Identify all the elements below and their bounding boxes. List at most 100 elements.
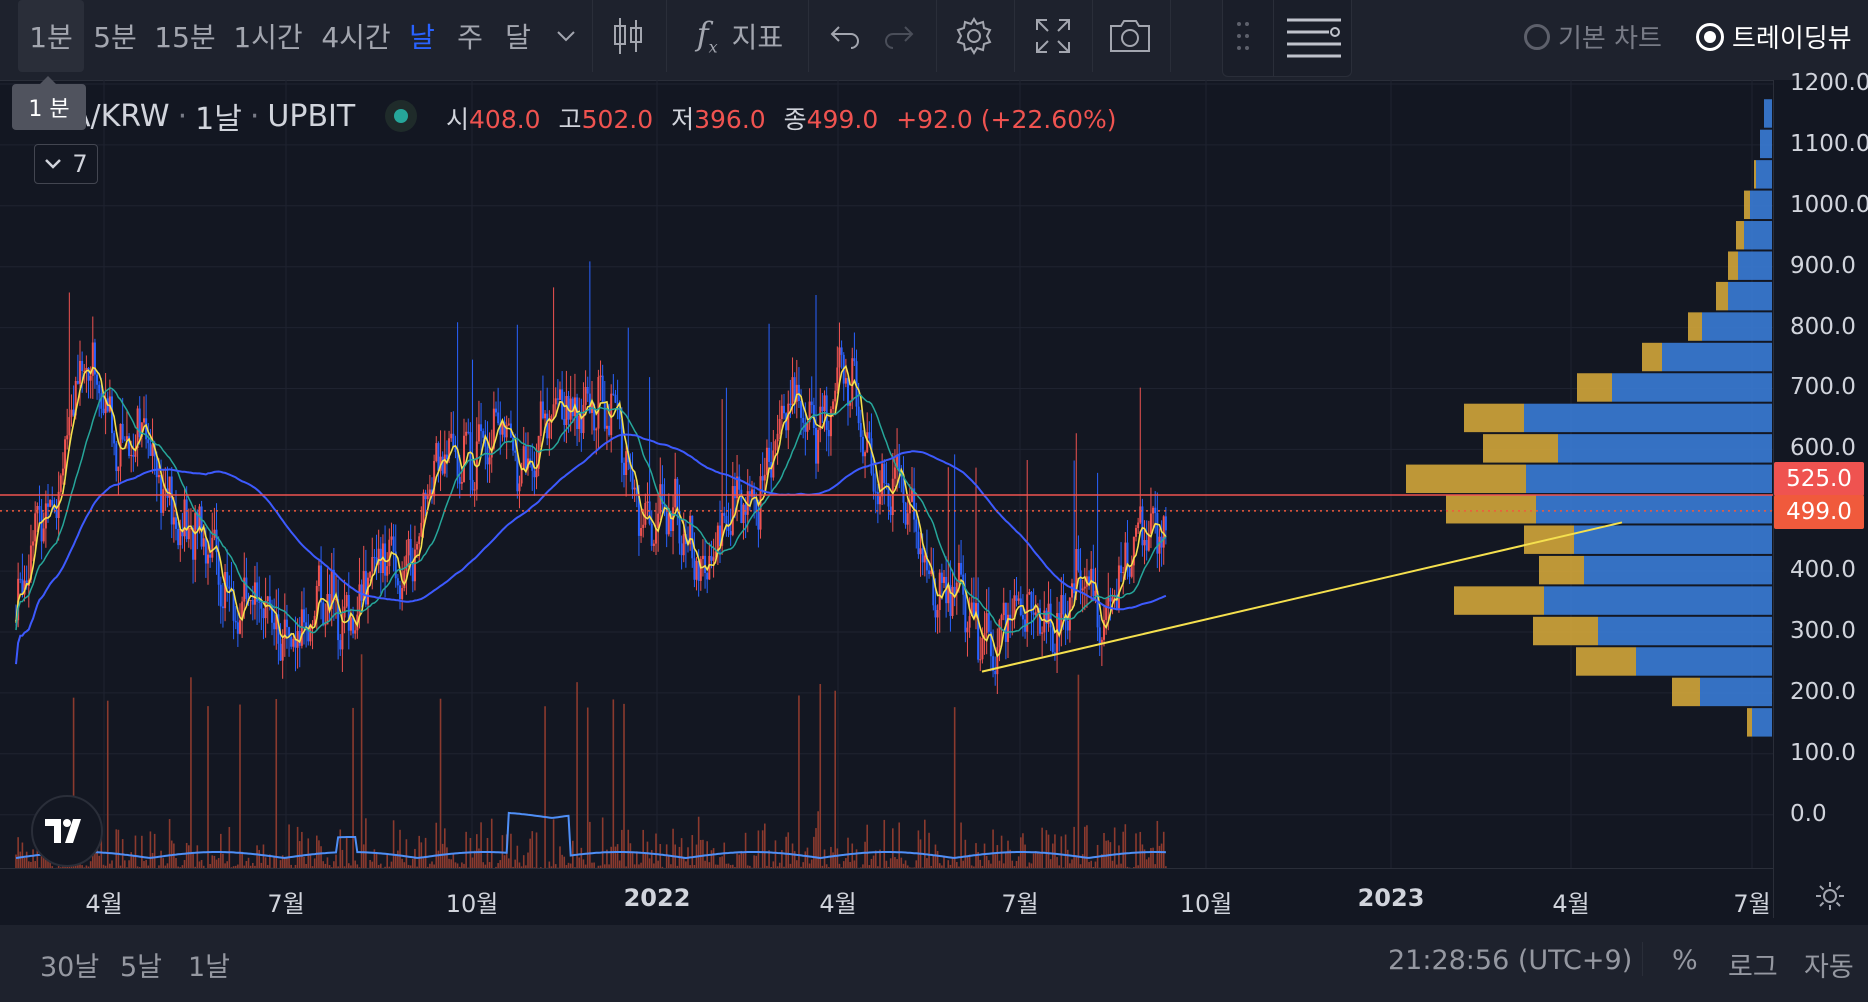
volume-bar — [439, 698, 442, 868]
interval-1h[interactable]: 1시간 — [233, 21, 303, 54]
candle-body — [765, 447, 768, 475]
volume-bar — [34, 861, 36, 868]
volume-bar — [926, 858, 928, 868]
volume-bar — [345, 836, 348, 868]
candle-body — [288, 627, 291, 637]
price-axis-label: 1100.0 — [1790, 130, 1868, 157]
volume-bar — [1111, 860, 1114, 868]
interval-4h[interactable]: 4시간 — [321, 21, 391, 54]
volume-bar — [1160, 843, 1163, 868]
symbol-name[interactable]: A/KRW — [70, 98, 170, 134]
candle-body — [72, 409, 75, 416]
undo-icon[interactable] — [820, 0, 870, 72]
candle-body — [1130, 565, 1133, 577]
clock-timezone[interactable]: 21:28:56 (UTC+9) — [1388, 945, 1633, 976]
range-1d-button[interactable]: 1날 — [188, 952, 231, 983]
interval-week[interactable]: 주 — [457, 21, 483, 54]
volume-bar — [1120, 863, 1122, 868]
candle-body — [1007, 614, 1009, 642]
drag-handle-icon[interactable] — [1235, 18, 1251, 58]
fullscreen-icon[interactable] — [1022, 0, 1084, 72]
volume-bar — [94, 852, 96, 868]
volume-bar — [802, 862, 804, 868]
volume-profile-down — [1728, 281, 1772, 311]
candle-body — [422, 492, 425, 523]
volume-bar — [508, 858, 510, 868]
candle-body — [1117, 565, 1120, 610]
volume-bar — [1054, 834, 1056, 868]
volume-bar — [190, 677, 192, 868]
range-5d-button[interactable]: 5날 — [120, 952, 163, 983]
legend-dot: · — [249, 98, 260, 134]
candle-body — [463, 435, 465, 482]
candle-body — [1079, 570, 1082, 591]
settings-gear-icon[interactable] — [944, 0, 1004, 72]
volume-bar — [1124, 824, 1127, 868]
candle-body — [1077, 549, 1080, 571]
candle-body — [241, 601, 244, 621]
volume-bar — [535, 832, 538, 868]
volume-bar — [456, 863, 459, 868]
redo-icon[interactable] — [874, 0, 924, 72]
volume-bar — [17, 837, 19, 868]
candle-body — [239, 620, 241, 634]
candle-body — [659, 484, 662, 514]
volume-bar — [256, 845, 258, 868]
volume-bar — [960, 822, 962, 868]
candle-body — [1071, 583, 1073, 598]
axis-settings-icon[interactable] — [1814, 880, 1846, 916]
indicators-button[interactable]: fx 지표 — [680, 0, 800, 72]
percent-toggle[interactable]: % — [1672, 945, 1698, 976]
auto-toggle[interactable]: 자동 — [1804, 952, 1854, 983]
volume-bar — [166, 863, 169, 868]
drawing-menu-icon[interactable] — [1285, 14, 1343, 66]
candle-body — [337, 598, 340, 641]
price-chart[interactable] — [0, 80, 1774, 925]
candle-body — [989, 631, 992, 657]
volume-bar — [320, 846, 322, 868]
symbol-interval: 1날 — [195, 102, 242, 137]
volume-bar — [1049, 859, 1052, 868]
candle-body — [68, 417, 71, 436]
candle-body — [1103, 619, 1105, 640]
interval-month[interactable]: 달 — [505, 21, 531, 54]
volume-bar — [514, 859, 516, 868]
volume-bar — [691, 835, 694, 868]
candle-body — [881, 463, 884, 497]
radio-basic-chart[interactable]: 기본 차트 — [1524, 18, 1662, 55]
intervals-dropdown-chevron-icon[interactable] — [548, 0, 584, 72]
volume-profile-down — [1526, 464, 1772, 494]
volume-bar — [373, 849, 376, 868]
candle-body — [437, 443, 440, 471]
interval-5m[interactable]: 5분 — [93, 21, 137, 54]
radio-tradingview[interactable]: 트레이딩뷰 — [1696, 18, 1852, 55]
candle-body — [123, 439, 126, 441]
interval-1m[interactable]: 1분 — [18, 0, 84, 72]
volume-bar — [260, 862, 263, 868]
candle-body — [757, 512, 760, 530]
volume-bar — [516, 845, 519, 868]
candle-body — [693, 558, 696, 580]
log-toggle[interactable]: 로그 — [1728, 952, 1778, 983]
volume-bar — [254, 865, 256, 868]
volume-bar — [1069, 863, 1071, 868]
interval-15m[interactable]: 15분 — [154, 21, 216, 54]
candle-body — [663, 504, 666, 508]
candle-body — [273, 622, 276, 630]
volume-profile-down — [1702, 312, 1772, 341]
volume-profile-up — [1483, 434, 1558, 463]
tradingview-logo[interactable] — [31, 795, 103, 867]
range-30d-button[interactable]: 30날 — [40, 952, 100, 983]
indicators-collapse-button[interactable]: 7 — [34, 144, 98, 184]
volume-bar — [316, 835, 318, 868]
volume-ma-line — [15, 811, 1166, 860]
interval-day[interactable]: 날 — [409, 21, 435, 54]
candle-body — [194, 512, 197, 560]
candle-body — [1122, 571, 1125, 573]
camera-icon[interactable] — [1100, 0, 1160, 72]
open-value: 408.0 — [469, 105, 541, 134]
volume-profile-up — [1464, 403, 1524, 433]
volume-bar — [32, 849, 34, 868]
volume-bar — [870, 858, 873, 868]
candle-style-icon[interactable] — [598, 0, 658, 72]
